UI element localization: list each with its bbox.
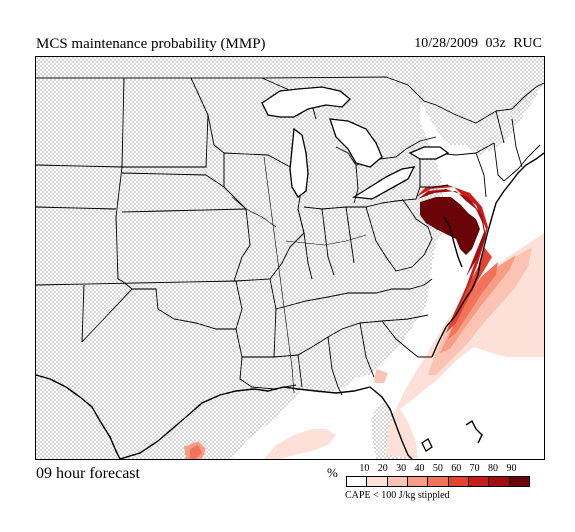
great-lakes (261, 86, 450, 452)
legend-swatch (367, 477, 388, 486)
legend-swatch (489, 477, 510, 486)
legend-swatch (448, 477, 469, 486)
legend-tick: 40 (414, 463, 425, 474)
map-panel (35, 56, 545, 460)
legend-tick: 50 (432, 463, 443, 474)
legend-swatch (387, 477, 408, 486)
legend-swatch (347, 477, 368, 486)
legend-swatch (407, 477, 429, 486)
coastlines (36, 152, 544, 459)
map-svg (36, 57, 544, 459)
legend-color-bar (346, 476, 530, 487)
lake-superior (261, 86, 351, 118)
lake-ontario (408, 146, 450, 160)
legend-swatch (468, 477, 490, 486)
legend-swatch (509, 477, 529, 486)
forecast-hour: 09 hour forecast (36, 465, 140, 482)
legend-tick: 60 (451, 463, 462, 474)
rivers (231, 156, 367, 394)
legend-swatch (428, 477, 449, 486)
lake-okeechobee (421, 438, 433, 452)
map-title: MCS maintenance probability (MMP) (36, 36, 266, 52)
state-boundaries (36, 76, 544, 396)
legend-tick: 30 (396, 463, 407, 474)
legend-tick: 10 (359, 463, 370, 474)
percent-label: % (327, 465, 338, 480)
lake-erie (352, 166, 416, 200)
stipple-note: CAPE < 100 J/kg stippled (345, 490, 450, 501)
legend-tick: 90 (506, 463, 517, 474)
legend-tick-labels: 10 20 30 40 50 60 70 80 90 (346, 463, 528, 475)
lake-huron (329, 118, 383, 168)
legend-tick: 20 (377, 463, 388, 474)
lake-michigan (289, 127, 309, 198)
legend-tick: 70 (469, 463, 480, 474)
legend-tick: 80 (488, 463, 499, 474)
valid-time: 10/28/2009 03z RUC (414, 36, 542, 51)
